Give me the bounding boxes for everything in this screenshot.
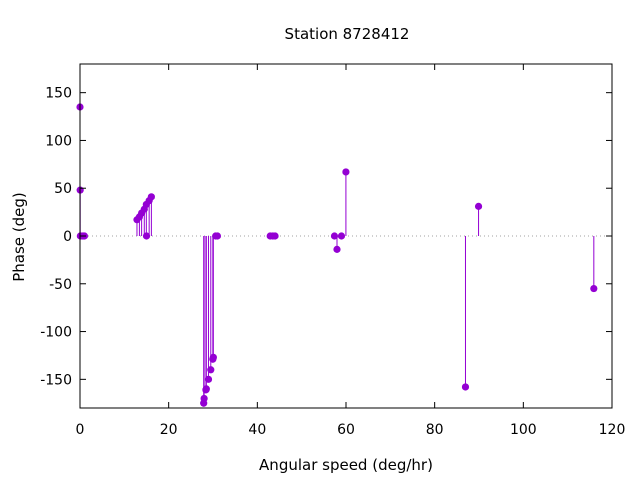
x-tick-label: 80 — [426, 422, 444, 438]
y-tick-label: 50 — [54, 181, 72, 197]
y-axis-title: Phase (deg) — [10, 192, 28, 282]
data-point — [200, 394, 208, 403]
y-tick-label: -150 — [40, 372, 72, 388]
data-point — [342, 168, 350, 176]
x-tick-label: 100 — [510, 422, 537, 438]
data-point — [461, 383, 470, 391]
x-axis-title: Angular speed (deg/hr) — [259, 456, 433, 474]
data-point — [337, 232, 346, 240]
y-tick-label: 150 — [45, 86, 72, 102]
data-point — [333, 245, 341, 253]
x-tick-label: 40 — [248, 422, 266, 438]
data-point — [147, 193, 155, 201]
y-tick-label: -100 — [40, 325, 72, 341]
y-tick-label: 100 — [45, 133, 72, 149]
data-point — [204, 375, 213, 383]
y-tick-label: -50 — [49, 277, 72, 293]
data-marks-layer — [76, 103, 598, 407]
data-point — [590, 284, 598, 293]
chart-title: Station 8728412 — [285, 25, 410, 43]
y-tick-label: 0 — [63, 229, 72, 245]
x-tick-label: 120 — [599, 422, 626, 438]
data-point — [207, 366, 215, 374]
data-point — [202, 385, 210, 393]
tick-layer: 0 20 40 60 80 100 120 -150 -100 -50 0 50 100 150 — [40, 64, 625, 438]
data-point — [213, 232, 222, 240]
data-point — [474, 202, 483, 210]
data-point — [142, 232, 151, 240]
data-point — [330, 232, 339, 240]
data-point — [271, 232, 279, 240]
x-tick-label: 20 — [160, 422, 178, 438]
data-point — [209, 353, 217, 361]
x-tick-label: 0 — [76, 422, 85, 438]
x-tick-label: 60 — [337, 422, 355, 438]
